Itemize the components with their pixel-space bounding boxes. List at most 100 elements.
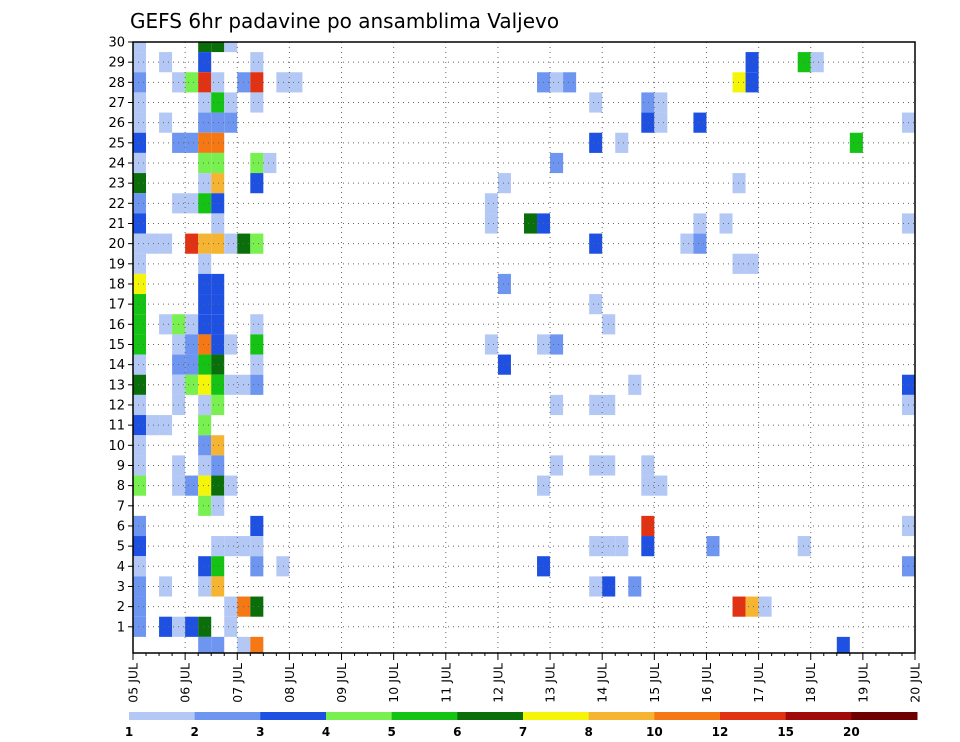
- heatmap-cell: [211, 556, 225, 577]
- y-tick-label: 7: [117, 499, 125, 514]
- heatmap-cell: [211, 92, 225, 113]
- y-tick-label: 10: [108, 439, 125, 454]
- heatmap-cell: [198, 193, 212, 214]
- heatmap-cell: [198, 173, 212, 194]
- heatmap-cell: [211, 173, 225, 194]
- heatmap-cell: [484, 213, 498, 234]
- heatmap-cell: [563, 72, 577, 93]
- heatmap-cell: [732, 253, 746, 274]
- heatmap-cell: [159, 576, 173, 597]
- heatmap-cell: [589, 576, 603, 597]
- heatmap-cell: [198, 132, 212, 153]
- heatmap-cell: [641, 475, 655, 496]
- y-tick-label: 16: [108, 318, 125, 333]
- heatmap-cell: [185, 193, 199, 214]
- heatmap-cell: [159, 233, 173, 254]
- heatmap-cell: [211, 374, 225, 395]
- heatmap-cell: [198, 576, 212, 597]
- y-tick-label: 2: [117, 600, 125, 615]
- heatmap-cell: [810, 52, 824, 73]
- heatmap-cell: [185, 314, 199, 335]
- heatmap-cell: [224, 92, 238, 113]
- y-tick-label: 26: [108, 116, 125, 131]
- heatmap-cell: [224, 536, 238, 557]
- x-tick-label: 17 JUL: [751, 663, 766, 703]
- heatmap-cell: [211, 273, 225, 295]
- heatmap-cell: [185, 374, 199, 395]
- heatmap-cell: [133, 253, 147, 274]
- heatmap-cell: [133, 374, 147, 395]
- heatmap-cell: [745, 596, 759, 617]
- heatmap-cell: [159, 415, 173, 436]
- heatmap-cell: [133, 314, 147, 335]
- heatmap-cell: [224, 112, 238, 133]
- heatmap-cell: [589, 455, 603, 476]
- heatmap-cell: [237, 636, 251, 653]
- x-tick-label: 20 JUL: [908, 663, 923, 703]
- y-tick-label: 18: [108, 277, 125, 292]
- heatmap-cell: [224, 334, 238, 355]
- x-tick-label: 16 JUL: [699, 663, 714, 703]
- heatmap-cell: [706, 536, 720, 557]
- heatmap-cell: [250, 636, 264, 653]
- legend-swatch: [851, 712, 918, 720]
- heatmap-cell: [211, 475, 225, 496]
- legend-label: 7: [519, 725, 527, 739]
- legend-label: 5: [387, 725, 395, 739]
- y-tick-label: 30: [108, 36, 125, 51]
- heatmap-cell: [146, 233, 160, 254]
- heatmap-cell: [484, 193, 498, 214]
- grid-lines: [133, 41, 915, 653]
- heatmap-cell: [250, 596, 264, 617]
- heatmap-cell: [628, 576, 642, 597]
- y-tick-label: 1: [117, 620, 125, 635]
- legend-swatch: [391, 712, 458, 720]
- y-tick-label: 5: [117, 540, 125, 555]
- heatmap-cell: [211, 455, 225, 476]
- legend-swatch: [129, 712, 196, 720]
- x-tick-label: 09 JUL: [334, 663, 349, 703]
- heatmap-cell: [211, 314, 225, 335]
- y-tick-label: 6: [117, 519, 125, 534]
- legend-label: 3: [256, 725, 264, 739]
- heatmap-cell: [484, 334, 498, 355]
- x-tick-label: 07 JUL: [230, 663, 245, 703]
- heatmap-cell: [211, 334, 225, 355]
- heatmap-cell: [146, 415, 160, 436]
- x-tick-label: 11 JUL: [438, 663, 453, 703]
- heatmap-cell: [185, 233, 199, 254]
- heatmap-cell: [211, 354, 225, 375]
- heatmap-cell: [641, 92, 655, 113]
- legend-swatch: [457, 712, 524, 720]
- heatmap-cell: [497, 273, 511, 295]
- heatmap-cell: [224, 233, 238, 254]
- heatmap-cell: [185, 354, 199, 375]
- y-tick-label: 23: [108, 177, 125, 192]
- heatmap-cell: [198, 42, 212, 53]
- heatmap-cell: [641, 536, 655, 557]
- legend-label: 10: [646, 725, 663, 739]
- heatmap-cell: [211, 576, 225, 597]
- heatmap-cell: [211, 636, 225, 653]
- heatmap-cell: [133, 435, 147, 456]
- heatmap-cell: [211, 495, 225, 516]
- heatmap-cell: [250, 334, 264, 355]
- heatmap-cell: [198, 112, 212, 133]
- heatmap-cell: [198, 435, 212, 456]
- heatmap-cell: [185, 334, 199, 355]
- heatmap-cell: [589, 294, 603, 315]
- heatmap-cell: [198, 495, 212, 516]
- heatmap-cell: [211, 132, 225, 153]
- heatmap-cell: [133, 294, 147, 315]
- heatmap-cell: [550, 72, 564, 93]
- heatmap-cell: [224, 596, 238, 617]
- legend-label: 4: [322, 725, 330, 739]
- heatmap-cell: [654, 92, 668, 113]
- heatmap-cell: [185, 475, 199, 496]
- heatmap-cell: [198, 636, 212, 653]
- heatmap-cell: [133, 415, 147, 436]
- heatmap-cell: [211, 294, 225, 315]
- heatmap-cell: [198, 273, 212, 295]
- legend-swatch: [785, 712, 852, 720]
